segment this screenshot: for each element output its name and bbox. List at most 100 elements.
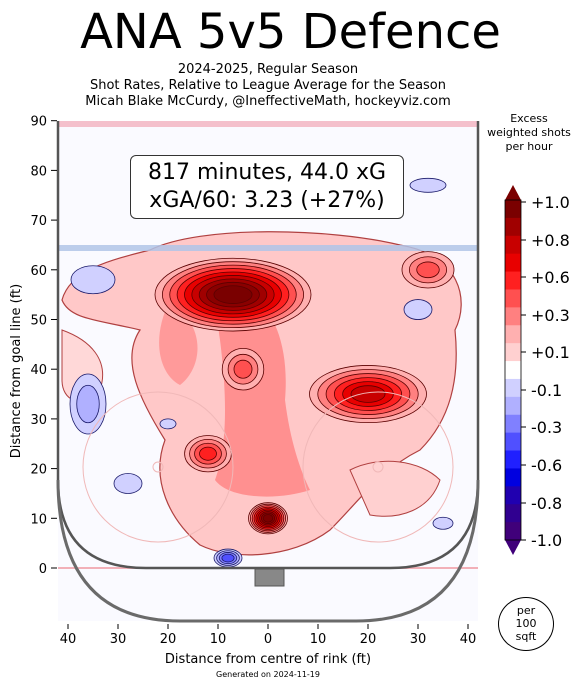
coldspot: [113, 473, 143, 494]
coldspot-contour: [76, 384, 100, 424]
hotspot-contour: [233, 359, 253, 379]
faceoff-circle-left: [82, 391, 234, 543]
coldspot: [432, 516, 454, 530]
colorbar-band: [505, 289, 521, 308]
faceoff-circle-right: [302, 391, 454, 543]
stats-box: 817 minutes, 44.0 xG xGA/60: 3.23 (+27%): [130, 155, 404, 219]
colorbar-band: [505, 378, 521, 398]
hotspot: [184, 435, 232, 473]
hotspot-contour: [262, 514, 274, 523]
boards-outline: [56, 121, 480, 570]
subtitle-author: Micah Blake McCurdy, @IneffectiveMath, h…: [85, 94, 451, 109]
hotspot: [248, 502, 288, 535]
colorbar-band: [505, 432, 521, 452]
y-tick-label: 60: [30, 264, 47, 279]
generated-date: Generated on 2024-11-19: [216, 670, 320, 679]
colorbar-band: [505, 307, 521, 326]
colorbar-bottom-arrow: [505, 540, 521, 555]
colorbar-band: [505, 253, 521, 273]
x-tick-label: 20: [360, 632, 377, 647]
colorbar-top-arrow: [505, 185, 521, 200]
y-tick-label: 10: [30, 512, 47, 527]
colorbar-tick-label: +0.1: [531, 343, 570, 362]
y-tick-label: 50: [30, 314, 47, 329]
x-tick-label: 30: [110, 632, 127, 647]
coldspot-contour: [113, 473, 143, 494]
colorbar-band: [505, 468, 521, 487]
subtitle-description: Shot Rates, Relative to League Average f…: [89, 78, 447, 93]
y-tick-label: 90: [30, 115, 47, 130]
hotspot-contour: [213, 285, 253, 304]
coldspot-contour: [221, 553, 235, 563]
heat-layer: [61, 231, 462, 556]
stats-minutes-xg: 817 minutes, 44.0 xG: [147, 160, 387, 185]
y-tick-label: 20: [30, 463, 47, 478]
colorbar-tick-label: +0.3: [531, 306, 570, 325]
colorbar-title-line-3: per hour: [505, 140, 553, 153]
coldspot: [213, 548, 243, 568]
colorbar-band: [505, 486, 521, 505]
colorbar-band: [505, 450, 521, 469]
colorbar-tick-label: -0.1: [531, 381, 562, 400]
y-axis-ticks: 0 10 20 30 40 50 60 70 80 90: [30, 115, 57, 577]
subtitle-season: 2024-2025, Regular Season: [177, 62, 359, 77]
coldspot-contour: [432, 516, 454, 530]
per-unit-line-1: per: [516, 604, 536, 617]
goal-net: [254, 568, 285, 587]
colorbar-band: [505, 200, 521, 219]
colorbar: +1.0 +0.8 +0.6 +0.3 +0.1 -0.1 -0.3 -0.6 -0.8 -1.0: [504, 185, 570, 555]
coldspot-contour: [159, 418, 177, 430]
x-tick-label: 10: [210, 632, 227, 647]
colorbar-tick-label: +1.0: [531, 193, 570, 212]
centre-line: [58, 121, 478, 127]
colorbar-band: [505, 414, 521, 434]
y-tick-label: 80: [30, 164, 47, 179]
colorbar-band: [505, 325, 521, 344]
coldspot: [69, 373, 107, 435]
colorbar-title-line-2: weighted shots: [487, 126, 571, 139]
y-axis-label: Distance from goal line (ft): [9, 284, 24, 458]
hotspot: [401, 251, 455, 289]
faceoff-dot-right: [372, 461, 384, 473]
colorbar-tick-label: -0.8: [531, 494, 562, 513]
x-tick-label: 40: [60, 632, 77, 647]
x-tick-label: 10: [310, 632, 327, 647]
coldspot-contour: [403, 299, 433, 320]
colorbar-tick-label: -0.6: [531, 456, 562, 475]
hotspot-contour: [350, 385, 386, 403]
blue-line: [58, 245, 478, 251]
colorbar-title-line-1: Excess: [510, 112, 548, 125]
hotspot: [154, 257, 312, 332]
coldspots-layer: [69, 177, 454, 568]
chart-title: ANA 5v5 Defence: [80, 4, 501, 60]
colorbar-band: [505, 217, 521, 237]
x-tick-label: 20: [160, 632, 177, 647]
coldspot-contour: [409, 177, 447, 193]
colorbar-band: [505, 235, 521, 255]
colorbar-band: [505, 522, 521, 541]
y-tick-label: 30: [30, 413, 47, 428]
x-tick-label: 0: [264, 632, 272, 647]
colorbar-frame: [504, 199, 522, 541]
coldspot-contour: [70, 265, 116, 295]
per-unit-line-2: 100: [515, 617, 537, 630]
hotspot-contour: [416, 261, 440, 279]
region-medium-red-1: [215, 290, 310, 497]
coldspot: [70, 265, 116, 295]
colorbar-band: [505, 343, 521, 362]
per-unit-badge: per 100 sqft: [498, 597, 554, 651]
colorbar-band: [505, 504, 521, 523]
colorbar-band: [505, 361, 521, 380]
colorbar-tick-label: -1.0: [531, 531, 562, 550]
colorbar-tick-label: +0.8: [531, 231, 570, 250]
coldspot: [409, 177, 447, 193]
colorbar-band: [505, 271, 521, 290]
per-unit-line-3: sqft: [515, 630, 537, 643]
hotspot-contour: [199, 446, 217, 461]
coldspot: [159, 418, 177, 430]
hotspots-layer: [154, 251, 455, 535]
x-tick-label: 30: [410, 632, 427, 647]
x-tick-label: 40: [460, 632, 477, 647]
stats-xga60: xGA/60: 3.23 (+27%): [149, 188, 385, 213]
boards-end-curve: [56, 479, 480, 623]
